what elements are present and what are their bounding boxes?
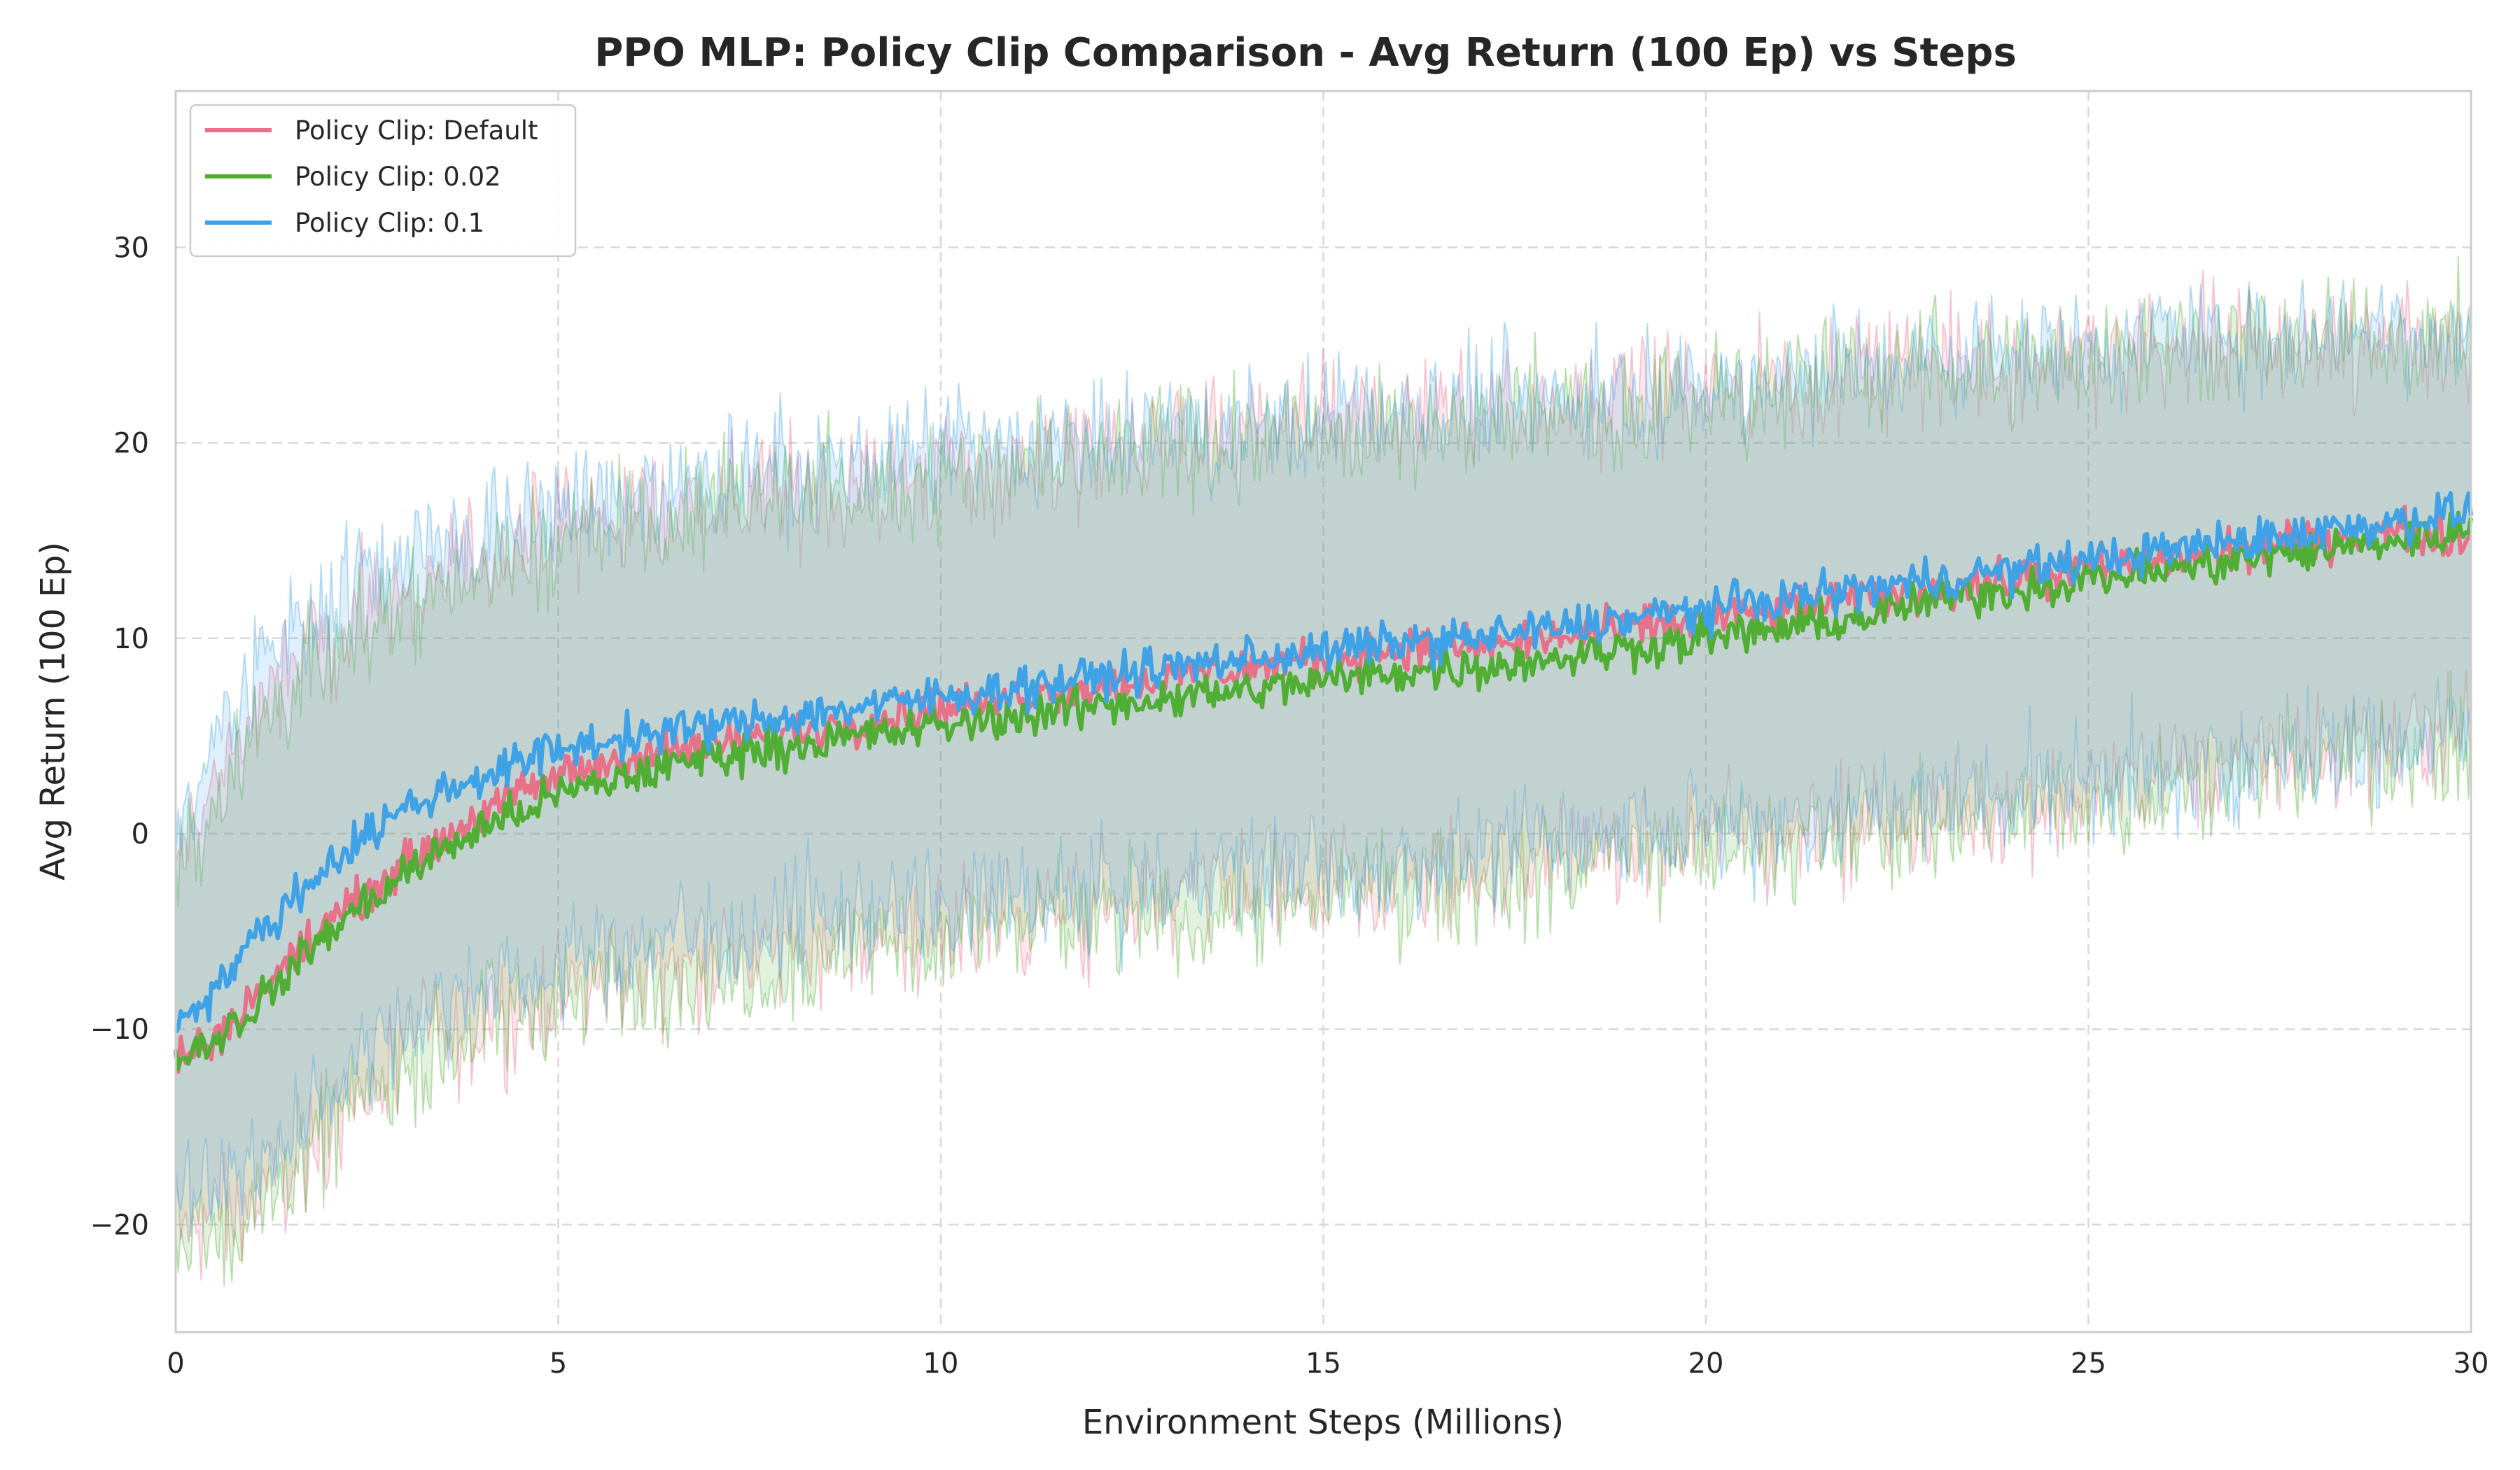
y-axis-ticks: −20 −10 0 10 20 30 (90, 232, 149, 1241)
x-tick-label: 10 (923, 1348, 959, 1380)
x-tick-label: 30 (2454, 1348, 2489, 1380)
legend: Policy Clip: Default Policy Clip: 0.02 Pol… (189, 104, 577, 258)
x-axis-ticks: 0 5 10 15 20 25 30 (167, 1348, 2488, 1380)
y-tick-label: −20 (90, 1209, 149, 1241)
x-tick-label: 20 (1688, 1348, 1724, 1380)
y-tick-label: 30 (113, 232, 149, 264)
plot-frame (174, 90, 2472, 1334)
y-tick-label: −10 (90, 1014, 149, 1046)
y-tick-label: 10 (113, 623, 149, 655)
x-tick-label: 5 (550, 1348, 567, 1380)
legend-box (189, 104, 577, 258)
confidence-bands (175, 255, 2472, 1287)
y-tick-label: 20 (113, 428, 149, 460)
series-line-2 (174, 510, 2473, 1071)
legend-label: Policy Clip: 0.02 (295, 162, 501, 192)
chart-title: PPO MLP: Policy Clip Comparison - Avg Re… (594, 30, 2017, 76)
x-tick-label: 0 (167, 1348, 184, 1380)
legend-label: Policy Clip: Default (295, 115, 538, 146)
x-tick-label: 15 (1306, 1348, 1341, 1380)
legend-label: Policy Clip: 0.1 (295, 208, 484, 238)
x-axis-label: Environment Steps (Millions) (1082, 1403, 1564, 1442)
series-lines (174, 491, 2473, 1074)
y-axis-label: Avg Return (100 Ep) (34, 542, 73, 881)
x-tick-label: 25 (2071, 1348, 2106, 1380)
y-tick-label: 0 (132, 818, 149, 850)
series-line-3 (174, 491, 2473, 1034)
